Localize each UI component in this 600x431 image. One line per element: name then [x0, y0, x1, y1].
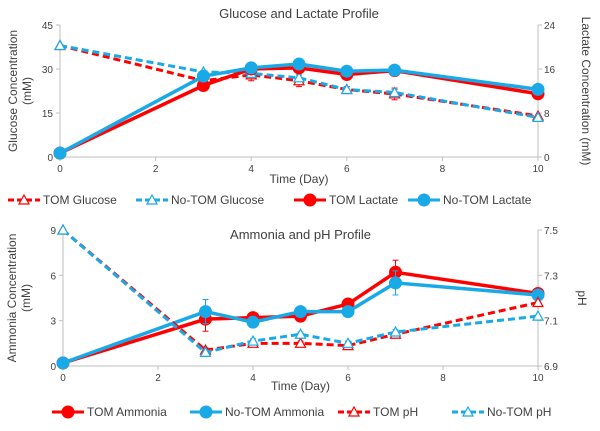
x-axis-label: Time (Day) [271, 379, 330, 393]
chart-title: Ammonia and pH Profile [230, 227, 371, 242]
x-tick-label: 8 [440, 373, 446, 384]
x-tick-label: 2 [155, 373, 161, 384]
x-axis-label: Time (Day) [270, 172, 329, 186]
legend-swatch-marker [418, 194, 431, 207]
legend-label: TOM Lactate [329, 193, 398, 207]
data-point [245, 61, 258, 74]
y-axis-label-right: Lactate Concentration (mM) [579, 17, 593, 166]
legend-item: No-TOM Lactate [408, 193, 532, 207]
y-tick-label-left: 15 [42, 109, 54, 120]
legend-label: TOM pH [373, 405, 418, 419]
y-tick-label-left: 45 [42, 21, 54, 32]
x-tick-label: 0 [60, 373, 66, 384]
data-point [342, 305, 355, 318]
x-tick-label: 0 [57, 164, 63, 175]
legend-label: TOM Ammonia [87, 405, 167, 419]
data-point [54, 147, 67, 160]
chart-2: Ammonia and pH Profile 0 2 4 6 8 10 0 3 6 9 6.9 7.1 7… [5, 225, 589, 419]
y-tick-label-left: 6 [50, 271, 56, 282]
y-tick-label-right: 24 [544, 21, 556, 32]
legend-item: TOM Lactate [294, 193, 398, 207]
x-tick-label: 6 [345, 373, 351, 384]
data-point [199, 305, 212, 318]
legend-item: No-TOM Ammonia [190, 405, 324, 419]
legend: TOM Ammonia No-TOM Ammonia TOM pH No-TOM pH [52, 405, 551, 419]
y-tick-label-right: 0 [544, 153, 550, 164]
legend-label: No-TOM Ammonia [225, 405, 324, 419]
y-tick-label-left: 0 [50, 362, 56, 373]
x-tick-label: 4 [250, 373, 256, 384]
data-point [532, 83, 545, 96]
y-tick-label-right: 6.9 [544, 362, 558, 373]
y-tick-label-right: 16 [544, 65, 556, 76]
x-tick-label: 4 [248, 164, 254, 175]
y-axis-label-left: Ammonia Concentration(mM) [5, 234, 33, 363]
data-point [340, 65, 353, 78]
legend-swatch-marker [62, 406, 75, 419]
y-axis-label-left: Glucose Concentration(mM) [6, 30, 34, 152]
y-tick-label-left: 9 [50, 226, 56, 237]
y-tick-label-right: 8 [544, 109, 550, 120]
x-tick-label: 2 [153, 164, 159, 175]
legend-item: No-TOM Glucose [136, 193, 264, 207]
x-tick-label: 10 [532, 373, 544, 384]
legend-label: No-TOM Lactate [443, 193, 532, 207]
legend-item: TOM Ammonia [52, 405, 167, 419]
data-point [57, 356, 70, 369]
legend-swatch-marker [304, 194, 317, 207]
y-tick-label-right: 7.1 [544, 317, 558, 328]
legend-item: TOM pH [338, 405, 418, 419]
y-tick-label-left: 3 [50, 317, 56, 328]
legend-swatch-marker [200, 406, 213, 419]
y-tick-label-right: 7.3 [544, 271, 558, 282]
data-point [389, 276, 402, 289]
x-tick-label: 6 [344, 164, 350, 175]
y-tick-label-left: 0 [47, 153, 53, 164]
data-point [293, 58, 306, 71]
y-axis-label-right: pH [575, 290, 589, 305]
chart-title: Glucose and Lactate Profile [219, 6, 379, 21]
y-axis-label-line: Glucose Concentration [6, 30, 20, 152]
y-axis-label-line: (mM) [20, 77, 34, 105]
legend-label: TOM Glucose [43, 193, 117, 207]
data-point [294, 305, 307, 318]
legend-label: No-TOM Glucose [171, 193, 264, 207]
legend-label: No-TOM pH [487, 405, 551, 419]
y-tick-label-left: 30 [42, 65, 54, 76]
data-point [197, 70, 210, 83]
data-point [388, 64, 401, 77]
y-axis-label-line: (mM) [19, 284, 33, 312]
figure: Glucose and Lactate Profile0 2 4 6 8 10015304… [0, 0, 600, 431]
legend-item: TOM Glucose [8, 193, 117, 207]
legend: TOM Glucose No-TOM Glucose TOM Lactate No-T… [8, 193, 532, 207]
y-axis-label-line: Ammonia Concentration [5, 234, 19, 363]
x-tick-label: 10 [532, 164, 544, 175]
x-tick-label: 8 [440, 164, 446, 175]
data-point [247, 316, 260, 329]
y-tick-label-right: 7.5 [544, 226, 558, 237]
legend-item: No-TOM pH [452, 405, 551, 419]
